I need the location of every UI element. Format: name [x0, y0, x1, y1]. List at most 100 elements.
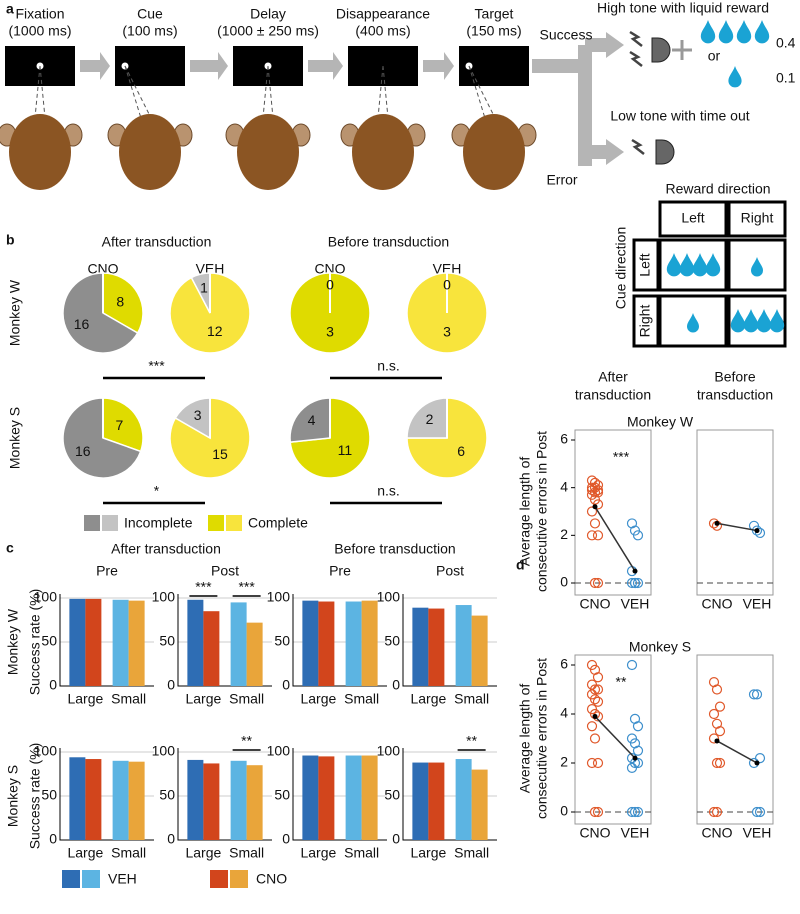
- x-tick-label: Large: [67, 845, 103, 861]
- y-tick-label: 100: [377, 589, 401, 605]
- y-tick-label: 100: [267, 743, 291, 759]
- session-point: [632, 757, 644, 769]
- mean-point: [754, 760, 760, 766]
- branch-head: [606, 139, 624, 165]
- mean-line: [594, 506, 636, 572]
- session-point: [586, 689, 598, 700]
- session-point: [626, 762, 638, 774]
- error-label: Error: [546, 172, 577, 188]
- y-tick-label: 4: [560, 478, 568, 494]
- stage-duration: (100 ms): [122, 23, 177, 39]
- session-point: [751, 525, 763, 536]
- mean-point: [592, 504, 598, 510]
- y-tick-label: 100: [34, 589, 58, 605]
- significance: ***: [195, 579, 212, 595]
- condition-title: After transduction: [111, 541, 221, 557]
- slice-label: 3: [443, 324, 451, 340]
- condition-title: Before transduction: [334, 541, 455, 557]
- condition-title: After: [598, 369, 628, 385]
- session-point: [589, 577, 601, 589]
- large-drop: [705, 253, 721, 277]
- small-reward: 0.1 ml: [776, 70, 800, 86]
- y-tick-label: 6: [560, 431, 568, 447]
- large-drop: [718, 20, 734, 44]
- legend-swatch: [208, 515, 224, 531]
- x-tick-label: VEH: [621, 825, 650, 841]
- y-tick-label: 50: [384, 633, 400, 649]
- gaze-line: [468, 65, 489, 129]
- x-tick-label: CNO: [701, 825, 732, 841]
- session-point: [589, 518, 601, 529]
- session-point: [751, 689, 763, 700]
- session-point: [711, 684, 723, 695]
- stage-name: Cue: [137, 6, 163, 22]
- large-drop: [754, 20, 770, 44]
- y-tick-label: 6: [560, 656, 568, 672]
- incomplete-slice: [289, 397, 331, 444]
- y-tick-label: 100: [377, 743, 401, 759]
- legend-label: Incomplete: [124, 515, 193, 531]
- session-point: [592, 530, 604, 541]
- large-drop: [743, 309, 759, 333]
- session-point: [586, 506, 598, 517]
- x-tick-label: Small: [454, 691, 489, 707]
- legend-label: Complete: [248, 515, 308, 531]
- monkey-label: Monkey S: [5, 765, 21, 827]
- significance: ***: [238, 579, 255, 595]
- significance: *: [154, 483, 160, 499]
- y-tick-label: 2: [560, 754, 568, 770]
- bar: [412, 762, 429, 840]
- y-tick-label: 50: [274, 787, 290, 803]
- bar: [112, 760, 129, 840]
- monkey-title: Monkey S: [629, 639, 691, 655]
- condition-title: transduction: [575, 387, 651, 403]
- error-outcome: Low tone with time out: [610, 108, 749, 124]
- x-tick-label: Small: [111, 691, 146, 707]
- y-tick-label: 50: [159, 633, 175, 649]
- session-point: [629, 806, 641, 818]
- y-axis-title: Success rate (%): [27, 589, 43, 696]
- y-tick-label: 0: [560, 803, 568, 819]
- x-tick-label: VEH: [743, 596, 772, 612]
- slice-label: 2: [426, 411, 434, 427]
- flow-arrow: [190, 52, 228, 80]
- bar: [471, 615, 488, 686]
- bar: [85, 598, 102, 686]
- large-drop: [736, 20, 752, 44]
- incomplete-slice: [406, 397, 448, 439]
- y-tick-label: 0: [282, 677, 290, 693]
- session-point: [592, 757, 604, 769]
- y-tick-label: 0: [560, 574, 568, 590]
- x-tick-label: Small: [344, 691, 379, 707]
- session-point: [592, 499, 604, 510]
- session-point: [589, 694, 601, 705]
- y-tick-label: 0: [49, 677, 57, 693]
- y-tick-label: 4: [560, 705, 568, 721]
- legend-swatch: [210, 870, 228, 888]
- session-point: [751, 806, 763, 818]
- mean-line: [716, 740, 758, 764]
- stage-name: Target: [475, 6, 514, 22]
- condition-title: transduction: [697, 387, 773, 403]
- lightning: [629, 30, 643, 47]
- legend-swatch: [226, 515, 242, 531]
- monkey-head: [463, 114, 525, 190]
- x-tick-label: CNO: [579, 825, 610, 841]
- branch-head: [606, 32, 624, 58]
- group-label: CNO: [314, 261, 345, 277]
- significance: ***: [148, 358, 165, 374]
- bar: [128, 761, 145, 840]
- small-drop: [728, 66, 742, 88]
- plot-frame: [696, 429, 774, 596]
- session-point: [626, 577, 638, 589]
- session-point: [632, 721, 644, 732]
- plot-frame: [574, 429, 652, 596]
- bar: [128, 600, 145, 686]
- bar: [428, 762, 445, 840]
- phase-title: Post: [211, 563, 239, 579]
- bar: [230, 760, 247, 840]
- monkey-title: Monkey W: [627, 414, 694, 430]
- bar: [455, 605, 472, 686]
- monkey-head: [119, 114, 181, 190]
- slice-label: 0: [443, 277, 451, 293]
